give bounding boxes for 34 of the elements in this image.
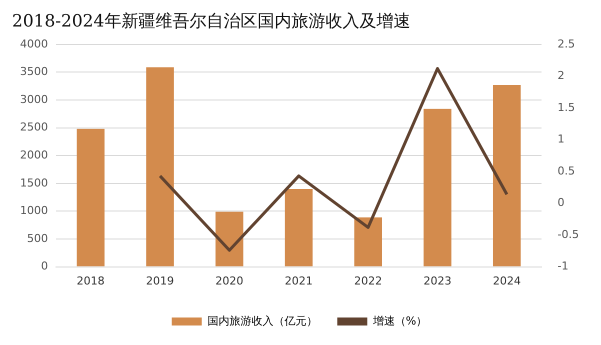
y-tick-label: 1500: [20, 176, 48, 190]
bar: [354, 217, 382, 266]
y-tick-label: 2500: [20, 120, 48, 134]
y2-tick-label: -1: [558, 260, 569, 273]
chart-title: 2018-2024年新疆维吾尔自治区国内旅游收入及增速: [12, 12, 410, 32]
y2-tick-label: 2: [558, 69, 565, 82]
bar: [216, 212, 244, 266]
y2-tick-label: 1: [558, 132, 565, 146]
y2-tick-label: 0.5: [558, 164, 576, 178]
bar: [284, 188, 313, 266]
x-tick-label: 2019: [146, 274, 174, 288]
x-tick-label: 2022: [354, 274, 382, 288]
y-tick-label: 3000: [20, 92, 48, 106]
y-tick-label: 3500: [20, 65, 48, 78]
y-tick-label: 0: [40, 260, 48, 273]
y-tick-label: 2000: [20, 148, 48, 162]
y-tick-label: 1000: [20, 204, 48, 218]
y2-tick-label: 0: [558, 196, 565, 210]
y2-tick-label: 1.5: [558, 100, 576, 114]
x-tick-label: 2024: [492, 274, 521, 288]
y-tick-label: 4000: [20, 37, 48, 50]
y2-tick-label: 2.5: [558, 37, 576, 50]
legend-label: 国内旅游收入（亿元）: [207, 314, 318, 328]
x-tick-label: 2018: [76, 274, 105, 288]
bar: [76, 128, 105, 266]
bar: [146, 67, 174, 266]
bar: [492, 84, 521, 266]
bar: [424, 108, 452, 266]
y-tick-label: 500: [26, 232, 48, 245]
y2-tick-label: -0.5: [558, 228, 580, 241]
x-tick-label: 2023: [423, 274, 452, 288]
x-tick-label: 2021: [284, 274, 313, 288]
legend-label: 增速（%）: [372, 314, 428, 328]
x-tick-label: 2020: [215, 274, 244, 288]
